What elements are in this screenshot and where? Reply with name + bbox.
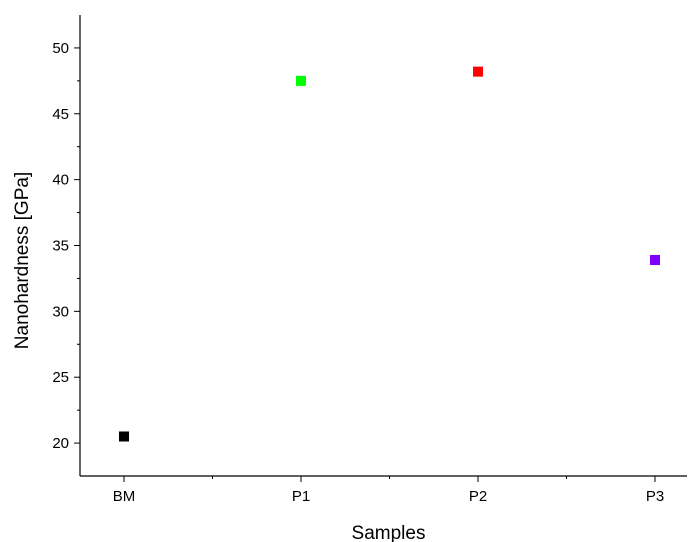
y-axis-ticks: 20 25 30 35 40 45 50: [52, 40, 80, 452]
data-point-p1: [296, 75, 306, 86]
data-point-p2: [473, 66, 483, 77]
y-tick-label: 45: [52, 106, 69, 123]
y-tick-label: 25: [52, 369, 69, 386]
y-tick-label: 30: [52, 303, 69, 320]
x-tick-label: BM: [113, 488, 136, 505]
x-axis-ticks: BM P1 P2 P3: [113, 476, 664, 505]
x-tick-label: P2: [469, 488, 487, 505]
y-tick-label: 40: [52, 172, 69, 189]
x-axis-title: Samples: [352, 523, 426, 542]
x-tick-label: P3: [646, 488, 664, 505]
y-axis-title: Nanohardness [GPa]: [12, 172, 33, 349]
data-point-bm: [119, 431, 129, 442]
y-tick-label: 50: [52, 40, 69, 57]
y-tick-label: 20: [52, 435, 69, 452]
axes: [79, 15, 687, 477]
x-tick-label: P1: [292, 488, 310, 505]
y-tick-label: 35: [52, 238, 69, 255]
data-points: [119, 66, 660, 442]
data-point-p3: [650, 254, 660, 265]
